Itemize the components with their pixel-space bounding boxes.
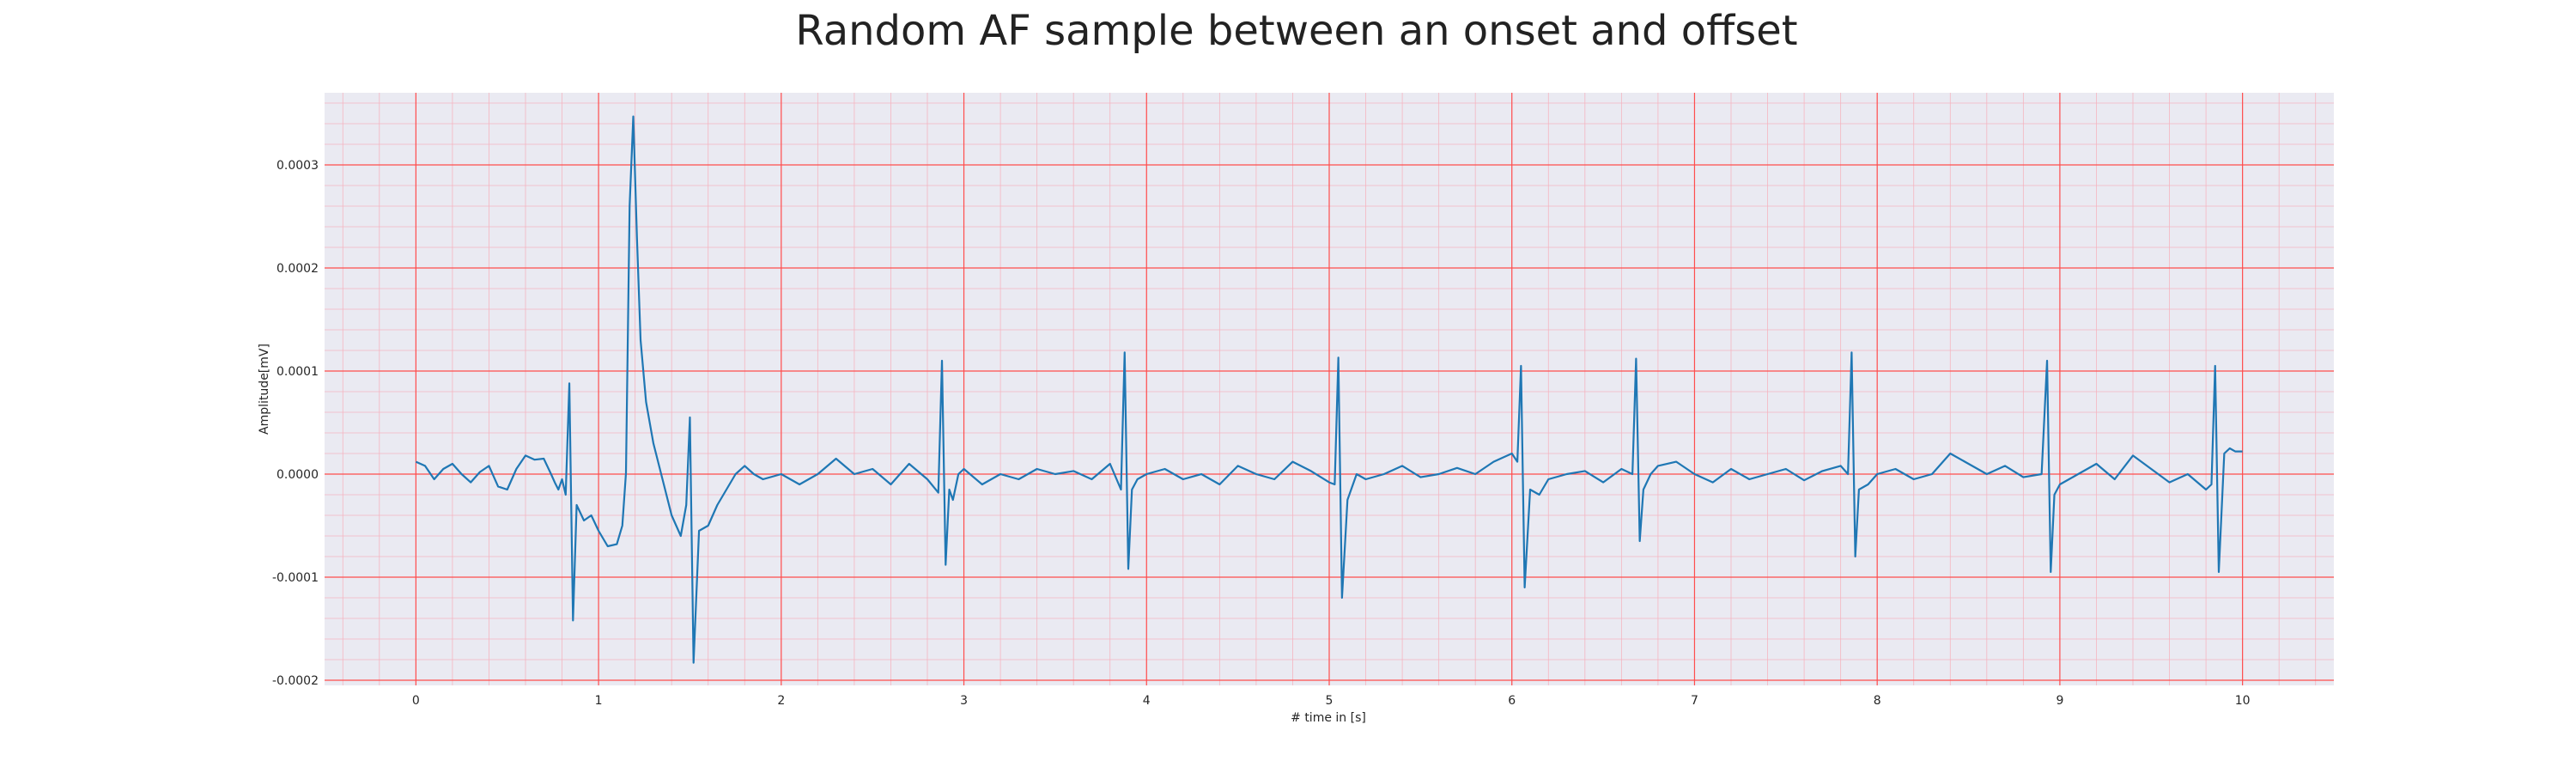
y-tick-label: -0.0002 <box>272 674 319 688</box>
x-tick-label: 9 <box>2056 694 2063 708</box>
y-tick-label: -0.0001 <box>272 571 319 585</box>
y-tick-label: 0.0003 <box>276 159 319 173</box>
x-tick-label: 4 <box>1143 694 1151 708</box>
y-axis-label: Amplitude[mV] <box>258 344 271 435</box>
x-tick-label: 7 <box>1691 694 1698 708</box>
x-tick-label: 0 <box>412 694 420 708</box>
x-tick-label: 5 <box>1326 694 1334 708</box>
x-tick-label: 1 <box>595 694 603 708</box>
y-tick-label: 0.0002 <box>276 262 319 276</box>
x-tick-label: 3 <box>960 694 968 708</box>
y-tick-label: 0.0000 <box>276 468 319 482</box>
x-tick-label: 2 <box>777 694 785 708</box>
x-tick-label: 6 <box>1508 694 1516 708</box>
chart-title: Random AF sample between an onset and of… <box>795 7 1797 55</box>
y-tick-labels: -0.0002 -0.0001 0.0000 0.0001 0.0002 0.0003 <box>272 159 319 688</box>
y-tick-label: 0.0001 <box>276 365 319 379</box>
x-tick-label: 8 <box>1874 694 1881 708</box>
x-tick-labels: 0 1 2 3 4 5 6 7 8 9 10 <box>412 694 2251 708</box>
x-tick-label: 10 <box>2235 694 2251 708</box>
major-grid <box>325 93 2334 685</box>
series-line <box>415 115 2243 664</box>
x-axis-label: # time in [s] <box>1291 711 1366 725</box>
